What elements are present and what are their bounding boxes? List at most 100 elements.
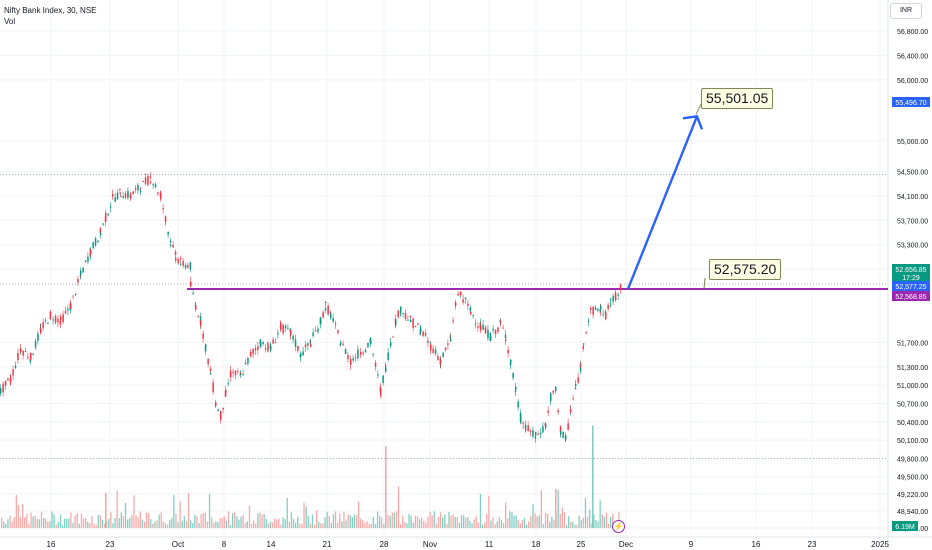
- candle-body: [84, 260, 87, 262]
- volume-bar: [284, 518, 286, 528]
- candle-body: [367, 342, 369, 348]
- candle-body: [180, 258, 182, 260]
- candle-body: [597, 308, 599, 311]
- volume-bar: [580, 519, 582, 528]
- volume-bar: [229, 524, 232, 528]
- volume-bar: [591, 523, 593, 528]
- volume-bar: [250, 523, 253, 528]
- candle-body: [64, 310, 67, 314]
- volume-bar: [574, 524, 576, 528]
- volume-bar: [463, 515, 465, 528]
- candle-body: [484, 327, 487, 334]
- candle-body: [109, 206, 112, 208]
- volume-bar: [509, 511, 511, 528]
- volume-bar: [467, 517, 469, 528]
- candle-body: [327, 305, 329, 315]
- target-price-callout[interactable]: 55,501.05: [701, 88, 774, 110]
- candle-body: [172, 244, 174, 248]
- candle-body: [417, 323, 419, 325]
- x-tick-label: 23: [106, 540, 115, 549]
- x-tick-label: 14: [267, 540, 276, 549]
- volume-bar: [372, 516, 374, 528]
- flash-icon[interactable]: ⚡: [612, 520, 625, 533]
- volume-bar: [3, 521, 5, 528]
- volume-bar: [206, 521, 209, 528]
- volume-bar: [278, 518, 280, 528]
- candle-body: [414, 326, 417, 328]
- volume-bar: [150, 519, 152, 528]
- candle-body: [470, 311, 472, 315]
- candle-body: [472, 315, 474, 317]
- volume-bar: [586, 516, 589, 528]
- volume-bar: [374, 523, 377, 528]
- candle-body: [154, 184, 157, 188]
- candle-body: [212, 382, 214, 393]
- candle-body: [114, 197, 116, 202]
- volume-bar: [385, 446, 387, 528]
- volume-bar: [282, 517, 284, 528]
- candle-body: [400, 306, 402, 313]
- volume-bar: [246, 521, 248, 528]
- x-tick-label: Dec: [619, 540, 633, 549]
- candle-body: [562, 431, 564, 438]
- volume-bar: [477, 522, 479, 528]
- volume-bar: [316, 510, 318, 528]
- candle-body: [102, 223, 104, 225]
- y-tick-label: 55,000.00: [897, 139, 928, 146]
- candle-body: [350, 359, 352, 365]
- volume-bar: [133, 495, 135, 528]
- volume-bar: [166, 524, 169, 528]
- volume-bar: [110, 512, 112, 528]
- currency-button[interactable]: INR: [890, 3, 922, 19]
- volume-bar: [68, 518, 70, 528]
- volume-bar: [576, 524, 578, 528]
- candle-body: [292, 336, 294, 340]
- candle-body: [304, 344, 307, 348]
- volume-bar: [253, 520, 255, 528]
- volume-bar: [82, 518, 85, 528]
- candle-body: [92, 242, 94, 249]
- candle-body: [116, 192, 119, 200]
- forecast-arrow-head: [682, 114, 704, 130]
- volume-bar: [547, 513, 549, 528]
- candle-body: [59, 320, 62, 325]
- candle-body: [254, 348, 257, 351]
- volume-bar: [484, 522, 486, 528]
- candle-body: [52, 319, 54, 321]
- candle-body: [364, 350, 367, 352]
- candle-body: [287, 327, 289, 329]
- candle-body: [320, 318, 322, 324]
- volume-bar: [532, 504, 534, 528]
- candle-body: [270, 345, 272, 350]
- candle-body: [182, 261, 184, 266]
- candle-body: [67, 308, 69, 311]
- candle-body: [467, 303, 469, 306]
- volume-bar: [215, 521, 217, 528]
- volume-legend: Vol: [4, 17, 16, 26]
- volume-bar: [290, 512, 293, 528]
- candle-body: [614, 292, 617, 300]
- candle-body: [457, 293, 459, 296]
- candle-body: [617, 294, 619, 296]
- candle-body: [297, 345, 299, 351]
- candle-body: [600, 306, 602, 310]
- candle-body: [537, 433, 539, 435]
- volume-bar: [70, 512, 72, 528]
- candle-body: [619, 284, 622, 290]
- volume-bar: [40, 511, 43, 528]
- candle-body: [14, 365, 17, 368]
- volume-bar: [196, 516, 198, 528]
- volume-bar: [198, 523, 200, 528]
- volume-bar: [95, 524, 97, 528]
- breakout-price-callout[interactable]: 52,575.20: [709, 258, 782, 280]
- candle-body: [612, 295, 614, 302]
- volume-bar: [410, 515, 412, 528]
- volume-bar: [376, 511, 379, 528]
- candle-body: [557, 410, 559, 413]
- price-axis-label: 52,656.85: [895, 267, 926, 274]
- volume-bar: [47, 521, 49, 528]
- volume-bar: [355, 515, 358, 528]
- volume-bar: [406, 523, 408, 528]
- candle-body: [514, 390, 517, 393]
